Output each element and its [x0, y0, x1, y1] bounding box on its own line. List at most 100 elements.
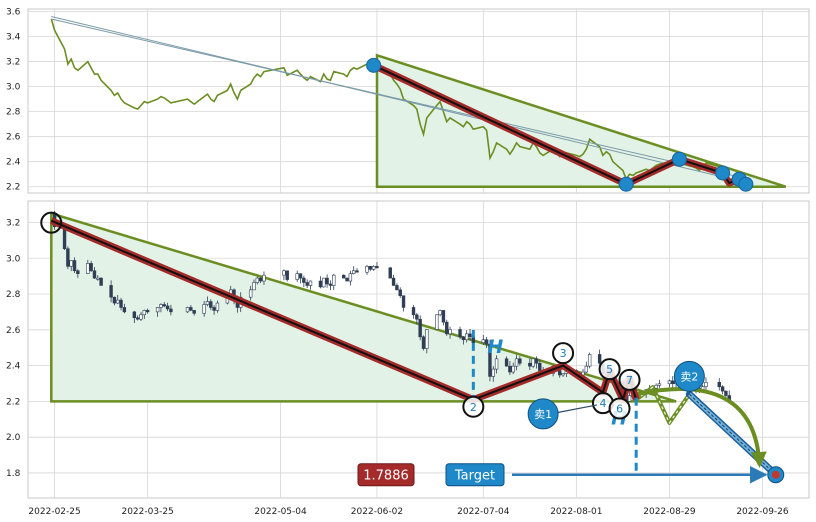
candle-body [468, 333, 472, 338]
bottom-ytick-label: 2.6 [6, 326, 21, 336]
candle-body [202, 304, 206, 314]
x-tick-label: 2022-08-29 [643, 507, 696, 517]
candle-body [445, 321, 449, 335]
candle-body [438, 310, 442, 316]
x-tick-label: 2022-07-04 [457, 507, 510, 517]
candle-body [185, 307, 190, 313]
candle-body [627, 395, 632, 402]
candle-body [351, 270, 356, 274]
top-trend-line-1 [51, 16, 743, 183]
x-tick-label: 2022-09-26 [736, 507, 789, 517]
candle-body [371, 266, 376, 270]
candle-body [464, 333, 469, 341]
wave-point-circle-2 [462, 395, 485, 418]
top-wave-marker [618, 176, 634, 192]
top-ytick-label: 3.2 [6, 58, 20, 68]
candle-body [671, 380, 675, 385]
bottom-ytick-label: 2.2 [6, 397, 20, 407]
top-wave-marker [671, 151, 687, 167]
wave-point-label-6: 6 [616, 403, 623, 416]
candle-body [458, 329, 462, 338]
candle-body [657, 383, 662, 386]
top-ytick-label: 2.2 [6, 183, 20, 193]
candle-body [348, 273, 353, 282]
wave-point-label-2: 2 [470, 401, 477, 414]
candle-body [518, 358, 522, 364]
candle-body [461, 336, 466, 341]
top-wave-marker [738, 176, 754, 192]
bottom-candlestick-panel: 1.8 2.0 2.2 2.4 2.6 2.8 3.0 3.2 2022-02-25 2022-0… [6, 200, 810, 517]
candle-body [704, 382, 708, 388]
sell1-connector [555, 404, 598, 414]
top-ytick-label: 2.4 [6, 158, 21, 168]
candle-body [298, 273, 303, 279]
x-tick-label: 2022-08-01 [550, 507, 602, 517]
candle-body [165, 305, 170, 310]
bottom-ytick-label: 1.8 [6, 469, 21, 479]
candle-body [116, 299, 120, 304]
candle-body [96, 277, 100, 280]
candle-body [258, 277, 263, 282]
candle-body [112, 296, 117, 304]
candle-body [212, 307, 216, 311]
candle-body [135, 317, 140, 320]
candle-body [494, 358, 499, 370]
candle-body [139, 314, 143, 320]
candle-body [295, 273, 299, 280]
candle-body [89, 263, 93, 272]
wave-point-label-3: 3 [560, 347, 567, 360]
candle-body [398, 289, 402, 297]
candle-body [328, 283, 333, 286]
target-text: Target [454, 469, 495, 484]
candle-body [99, 277, 103, 286]
sell-marker-1 [527, 398, 559, 430]
target-price-text: 1.7886 [363, 469, 409, 484]
candle-body [255, 277, 260, 283]
candle-body [332, 274, 336, 286]
wave-point-circle-5 [598, 358, 621, 381]
projection-arc [635, 387, 767, 468]
wave-point-circle-7 [618, 368, 641, 391]
bottom-ytick-label: 2.4 [6, 362, 21, 372]
sell-label-1: 卖1 [534, 408, 552, 421]
top-triangle [375, 53, 787, 188]
candle-body [345, 277, 349, 282]
bottom-ytick-label: 2.0 [6, 433, 21, 443]
sell-label-2: 卖2 [680, 370, 698, 383]
candle-body [717, 382, 721, 388]
top-ytick-label: 3.6 [6, 8, 21, 18]
candle-body [484, 339, 489, 345]
candle-body [305, 282, 309, 286]
candle-body [76, 270, 80, 274]
candle-body [531, 358, 535, 367]
candle-body [192, 310, 196, 314]
candle-body [435, 314, 439, 330]
candle-body [534, 358, 539, 364]
bottom-ytick-label: 2.8 [6, 290, 21, 300]
candle-body [122, 307, 127, 313]
wave-point-label-7: 7 [626, 374, 633, 387]
top-ytick-label: 2.8 [6, 108, 21, 118]
top-ytick-label: 3.0 [6, 83, 21, 93]
candle-body [142, 310, 147, 316]
candle-body [401, 295, 406, 308]
candle-body [481, 339, 486, 343]
candle-body [514, 358, 519, 367]
candle-body [252, 282, 256, 291]
candle-body [162, 304, 166, 307]
candle-body [448, 329, 452, 335]
candle-body [189, 307, 193, 311]
wave-point-circle-6 [608, 397, 631, 420]
candle-body [720, 386, 725, 392]
wave-point-label-5: 5 [606, 363, 613, 376]
candle-body [215, 302, 220, 311]
candle-body [86, 263, 90, 274]
candle-body [411, 307, 416, 316]
candle-body [69, 260, 73, 267]
candle-body [395, 285, 399, 291]
candle-body [504, 358, 509, 367]
candle-body [318, 280, 323, 288]
wave-point-label-4: 4 [599, 397, 606, 410]
candle-body [538, 362, 542, 371]
